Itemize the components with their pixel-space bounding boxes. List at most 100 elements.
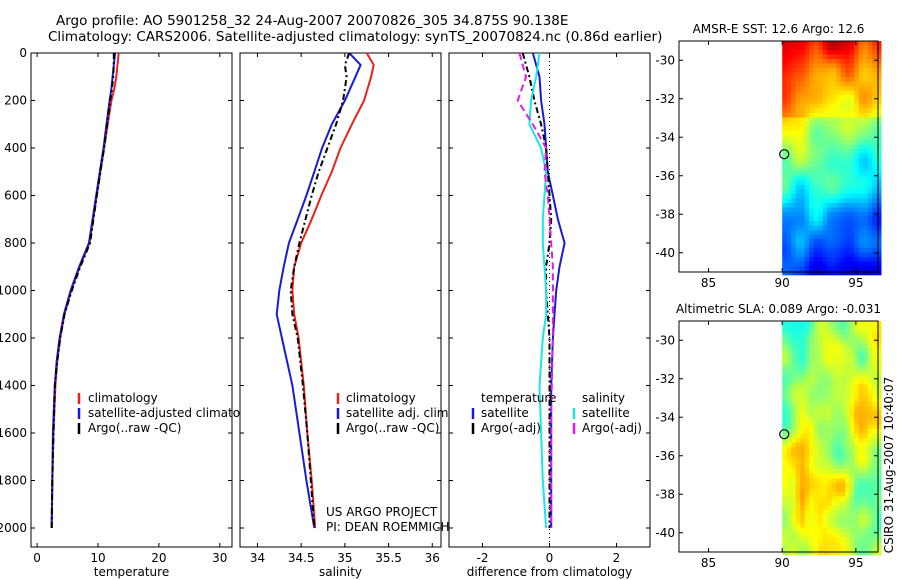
heatmap-cell	[804, 514, 810, 520]
heatmap-cell	[800, 99, 805, 105]
heatmap-cell	[804, 108, 810, 114]
heatmap-cell	[827, 54, 832, 60]
heatmap-cell	[818, 420, 823, 425]
heatmap-cell	[854, 528, 859, 533]
heatmap-cell	[831, 230, 837, 235]
heatmap-cell	[849, 248, 855, 253]
heatmap-cell	[836, 243, 841, 249]
heatmap-cell	[786, 45, 792, 51]
heatmap-cell	[818, 514, 823, 520]
heatmap-cell	[840, 501, 846, 506]
heatmap-cell	[858, 45, 864, 51]
heatmap-cell	[809, 41, 814, 46]
heatmap-cell	[822, 460, 828, 466]
heatmap-cell	[831, 339, 837, 344]
heatmap-cell	[831, 447, 837, 452]
heatmap-cell	[809, 72, 814, 78]
heatmap-cell	[800, 321, 805, 326]
heatmap-cell	[818, 384, 823, 389]
heatmap-cell	[827, 384, 832, 389]
heatmap-cell	[836, 225, 841, 231]
heatmap-cell	[782, 370, 787, 376]
heatmap-cell	[791, 45, 796, 51]
heatmap-cell	[876, 72, 882, 78]
heatmap-cell	[845, 334, 850, 340]
heatmap-cell	[831, 45, 837, 51]
heatmap-cell	[818, 438, 823, 443]
heatmap-cell	[836, 393, 841, 398]
heatmap-cell	[782, 339, 787, 344]
heatmap-cell	[786, 334, 792, 340]
heatmap-cell	[813, 63, 819, 69]
heatmap-cell	[863, 198, 868, 204]
heatmap-cell	[867, 203, 873, 208]
heatmap-cell	[791, 442, 796, 448]
heatmap-cell	[809, 77, 814, 82]
heatmap-cell	[854, 510, 859, 515]
heatmap-cell	[804, 451, 810, 457]
heatmap-cell	[840, 375, 846, 380]
heatmap-cell	[849, 348, 855, 353]
heatmap-cell	[813, 478, 819, 484]
heatmap-cell	[863, 343, 868, 349]
heatmap-cell	[786, 99, 792, 105]
heatmap-cell	[836, 261, 841, 267]
heatmap-cell	[782, 252, 787, 258]
heatmap-cell	[782, 420, 787, 425]
heatmap-cell	[872, 514, 877, 520]
heatmap-cell	[849, 537, 855, 542]
heatmap-cell	[786, 248, 792, 253]
heatmap-cell	[795, 203, 801, 208]
heatmap-cell	[863, 393, 868, 398]
heatmap-cell	[867, 243, 873, 249]
heatmap-cell	[863, 339, 868, 344]
heatmap-cell	[840, 239, 846, 244]
heatmap-cell	[876, 492, 882, 497]
heatmap-cell	[818, 176, 823, 181]
heatmap-cell	[876, 171, 882, 177]
heatmap-cell	[876, 456, 882, 461]
heatmap-cell	[836, 198, 841, 204]
heatmap-cell	[845, 379, 850, 385]
heatmap-cell	[791, 348, 796, 353]
heatmap-cell	[813, 77, 819, 82]
heatmap-cell	[786, 348, 792, 353]
heatmap-cell	[791, 212, 796, 217]
heatmap-cell	[822, 212, 828, 217]
heatmap-cell	[836, 207, 841, 213]
heatmap-cell	[813, 541, 819, 547]
heatmap-cell	[831, 72, 837, 78]
heatmap-cell	[849, 77, 855, 82]
heatmap-cell	[800, 510, 805, 515]
heatmap-cell	[809, 95, 814, 100]
heatmap-cell	[854, 406, 859, 412]
heatmap-cell	[876, 158, 882, 163]
heatmap-cell	[845, 505, 850, 511]
heatmap-cell	[800, 366, 805, 371]
heatmap-cell	[795, 348, 801, 353]
heatmap-cell	[867, 361, 873, 367]
heatmap-cell	[804, 370, 810, 376]
heatmap-cell	[786, 460, 792, 466]
heatmap-cell	[840, 270, 846, 276]
heatmap-cell	[786, 203, 792, 208]
heatmap-cell	[795, 99, 801, 105]
heatmap-cell	[840, 523, 846, 529]
heatmap-cell	[854, 469, 859, 475]
heatmap-cell	[858, 325, 864, 331]
heatmap-cell	[863, 225, 868, 231]
heatmap-cell	[836, 451, 841, 457]
heatmap-cell	[872, 447, 877, 452]
heatmap-cell	[831, 234, 837, 240]
heatmap-cell	[845, 501, 850, 506]
heatmap-cell	[872, 194, 877, 199]
heatmap-cell	[849, 162, 855, 168]
heatmap-cell	[840, 352, 846, 358]
heatmap-cell	[867, 532, 873, 538]
heatmap-cell	[845, 406, 850, 412]
heatmap-cell	[813, 261, 819, 267]
heatmap-cell	[809, 189, 814, 195]
heatmap-cell	[804, 77, 810, 82]
heatmap-cell	[876, 230, 882, 235]
heatmap-cell	[876, 514, 882, 520]
